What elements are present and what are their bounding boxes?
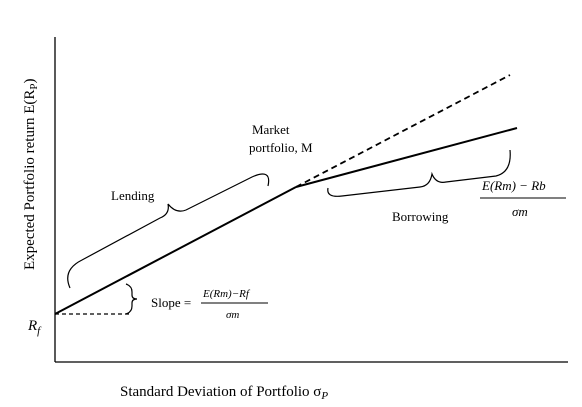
borrowing-numerator: E(Rm) − Rb bbox=[481, 178, 546, 193]
borrowing-line bbox=[295, 127, 518, 188]
rf-label: Rf bbox=[27, 318, 42, 337]
borrowing-denominator: σm bbox=[512, 204, 528, 219]
slope-brace bbox=[125, 283, 138, 315]
market-portfolio-label-line2: portfolio, M bbox=[249, 140, 313, 155]
extension-dashed-line bbox=[295, 74, 511, 188]
x-axis-label: Standard Deviation of Portfolio σP bbox=[120, 384, 328, 402]
lending-line bbox=[54, 186, 297, 315]
slope-prefix: Slope = bbox=[151, 295, 191, 310]
borrowing-label: Borrowing bbox=[392, 209, 449, 224]
slope-denominator: σm bbox=[226, 309, 239, 321]
y-axis-label: Expected Portfolio return E(RP) bbox=[22, 79, 40, 271]
slope-numerator: E(Rm)−Rf bbox=[202, 288, 251, 300]
market-portfolio-label-line1: Market bbox=[252, 122, 290, 137]
borrowing-brace bbox=[327, 149, 511, 197]
lending-label: Lending bbox=[111, 188, 155, 203]
lending-brace bbox=[67, 173, 270, 289]
